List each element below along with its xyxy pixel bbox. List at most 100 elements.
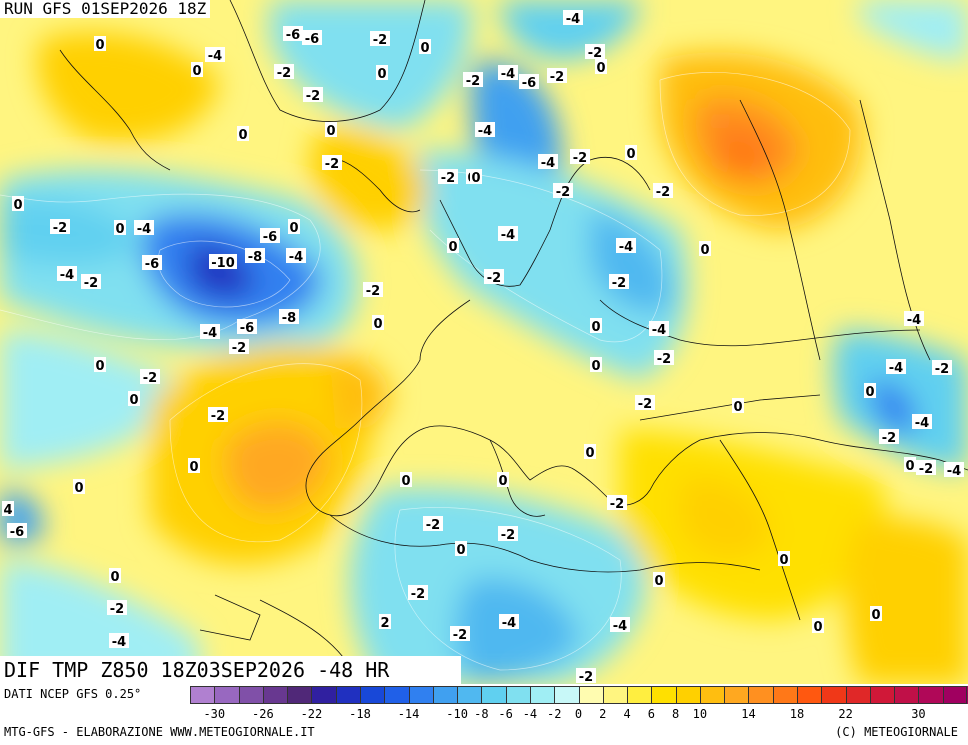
value-label: -4	[652, 323, 666, 338]
legend-tick-label: -14	[397, 707, 420, 721]
value-label: 0	[779, 553, 788, 568]
value-label: 0	[289, 221, 298, 236]
value-label-bg	[288, 219, 300, 234]
legend-tick-label: 22	[838, 707, 853, 721]
value-label: -6	[240, 321, 254, 336]
value-label-bg	[322, 155, 342, 170]
legend-swatch	[214, 686, 240, 704]
value-label-bg	[778, 551, 790, 566]
value-label: -10	[211, 256, 235, 271]
legend-swatch	[869, 686, 896, 704]
legend-swatch	[942, 686, 968, 704]
legend-swatch	[651, 686, 677, 704]
value-label-bg	[538, 154, 558, 169]
value-label: 0	[110, 570, 119, 585]
value-label: 0	[129, 393, 138, 408]
legend-swatch	[699, 686, 726, 704]
legend-swatch	[821, 686, 847, 704]
value-label-bg	[279, 309, 299, 324]
legend-swatch	[287, 686, 313, 704]
legend-swatch	[724, 686, 750, 704]
value-label: -6	[305, 32, 319, 47]
value-label-bg	[886, 359, 906, 374]
value-label-bg	[379, 614, 391, 629]
value-label-bg	[438, 169, 458, 184]
value-label-bg	[94, 36, 106, 51]
value-label-bg	[519, 74, 539, 89]
value-label: -4	[502, 616, 516, 631]
value-label: 0	[401, 474, 410, 489]
legend-swatch	[457, 686, 483, 704]
value-label-bg	[107, 600, 127, 615]
value-label-bg	[498, 65, 518, 80]
legend-swatch	[797, 686, 823, 704]
value-label: 0	[591, 359, 600, 374]
legend-swatch	[578, 686, 604, 704]
value-label: -6	[286, 28, 300, 43]
value-label-bg	[607, 495, 627, 510]
value-label: -4	[947, 464, 961, 479]
legend-tick-label: 6	[647, 707, 655, 721]
legend-swatch	[602, 686, 629, 704]
value-label: 0	[326, 124, 335, 139]
value-label-bg	[363, 282, 383, 297]
value-label: -4	[289, 250, 303, 265]
legend-swatch	[432, 686, 459, 704]
value-label: -2	[588, 46, 602, 61]
value-label-bg	[140, 369, 160, 384]
legend-tick-label: 0	[574, 707, 583, 721]
value-label-bg	[879, 429, 899, 444]
value-label-bg	[576, 668, 596, 683]
value-label: 0	[373, 317, 382, 332]
value-label-bg	[732, 398, 744, 413]
value-label-bg	[547, 68, 567, 83]
value-label: 0	[189, 460, 198, 475]
value-label-bg	[864, 383, 876, 398]
value-label: -2	[325, 157, 339, 172]
value-label-bg	[376, 65, 388, 80]
value-label-bg	[128, 391, 140, 406]
value-label: -2	[638, 397, 652, 412]
value-label: -4	[112, 635, 126, 650]
value-label: 2	[380, 616, 389, 631]
value-label: -2	[610, 497, 624, 512]
value-label: -2	[612, 276, 626, 291]
value-label-bg	[932, 360, 952, 375]
value-label-bg	[904, 457, 916, 472]
value-label: -2	[426, 518, 440, 533]
value-label: -2	[211, 409, 225, 424]
legend-swatch	[238, 686, 264, 704]
value-label: -4	[60, 268, 74, 283]
value-label: -4	[137, 222, 151, 237]
value-label: 0	[591, 320, 600, 335]
value-label: -2	[556, 185, 570, 200]
legend-tick-label: -4	[522, 707, 538, 721]
legend-tick-label: -10	[446, 707, 468, 721]
value-label: 0	[905, 459, 914, 474]
value-label: -2	[53, 221, 67, 236]
legend-tick-label: -18	[349, 707, 371, 721]
value-label: 0	[733, 400, 742, 415]
value-label-bg	[134, 220, 154, 235]
value-label: -2	[466, 74, 480, 89]
value-label-bg	[191, 62, 203, 77]
value-label: -2	[373, 33, 387, 48]
run-title: RUN GFS 01SEP2026 18Z	[0, 0, 211, 18]
value-label-bg	[484, 269, 504, 284]
legend-swatch	[335, 686, 361, 704]
value-label: 0	[448, 240, 457, 255]
value-label: 0	[238, 128, 247, 143]
legend-tick-label: -8	[474, 707, 489, 721]
legend-tick-label: -2	[546, 707, 562, 721]
legend-tick-label: 30	[911, 707, 926, 721]
value-label: -4	[889, 361, 903, 376]
value-label-bg	[400, 472, 412, 487]
legend-swatch	[627, 686, 653, 704]
value-label-bg	[302, 30, 322, 45]
legend-tick-label: 10	[692, 707, 708, 721]
legend-tick-label: -6	[498, 707, 513, 721]
value-label-bg	[625, 145, 637, 160]
value-label: 0	[865, 385, 874, 400]
value-label-bg	[590, 357, 602, 372]
value-label-bg	[205, 47, 225, 62]
